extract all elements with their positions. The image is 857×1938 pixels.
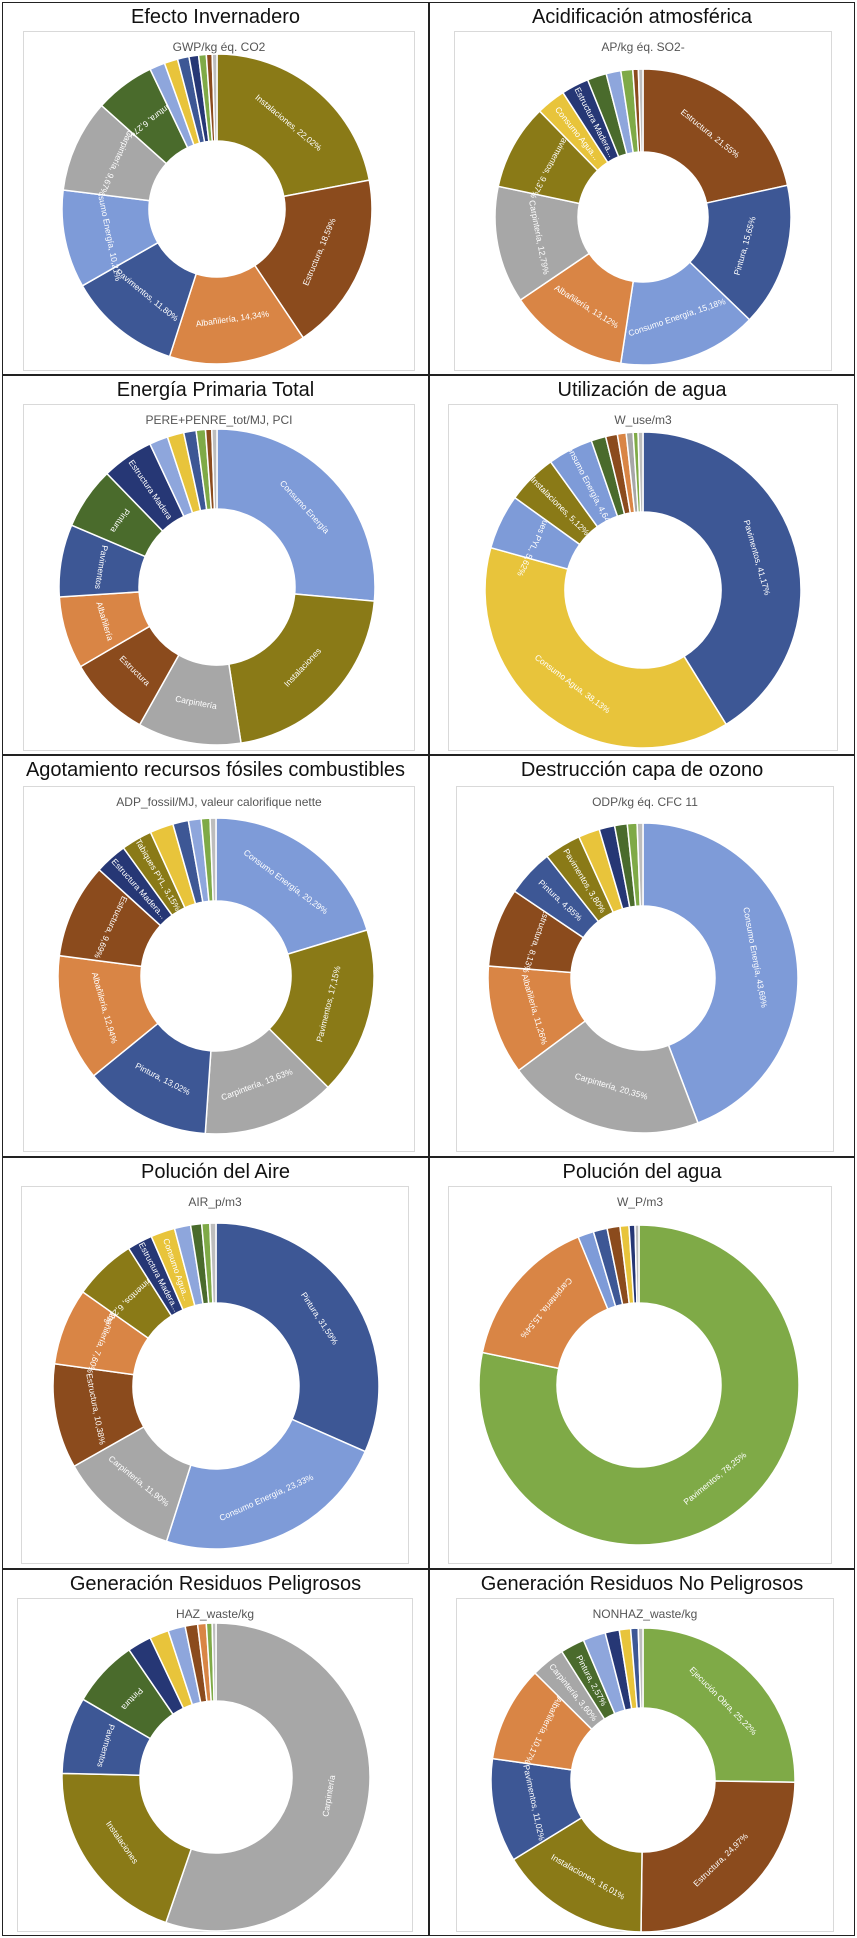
donut-slice-instalaciones (216, 53, 371, 198)
donut-slice-minor (211, 1622, 217, 1702)
donut-slice-estructura (253, 179, 373, 339)
donut-chart: Consumo EnergíaInstalacionesCarpinteríaE… (58, 428, 376, 746)
donut-slice-estructura (642, 68, 789, 204)
donut-slice-carpinteria (164, 1622, 371, 1932)
chart-title: Generación Residuos Peligrosos (69, 1573, 362, 1595)
donut-chart: Instalaciones, 22,02%Estructura, 18,59%A… (61, 53, 373, 365)
donut-slice-consumo-agua (484, 546, 728, 749)
donut-slice-instalaciones (228, 593, 376, 745)
chart-title: Polución del Aire (141, 1161, 290, 1183)
chart-title: Generación Residuos No Peligrosos (480, 1573, 804, 1595)
chart-subtitle: PERE+PENRE_tot/MJ, PCI (145, 413, 293, 427)
chart-cell-efecto-invernadero: Efecto Invernadero GWP/kg éq. CO2 Instal… (2, 2, 429, 375)
chart-title: Polución del agua (562, 1161, 722, 1183)
donut-chart: Pavimentos, 41,17%Consumo Agua, 38,13%Ta… (484, 431, 802, 749)
donut-slice-consumo-energia (216, 428, 376, 602)
chart-cell-residuos-peligrosos: Generación Residuos Peligrosos HAZ_waste… (2, 1569, 429, 1936)
donut-slice-albanileria (168, 264, 305, 365)
chart-subtitle: ODP/kg éq. CFC 11 (592, 795, 698, 809)
chart-title: Destrucción capa de ozono (520, 759, 764, 781)
donut-slice-pavimentos (478, 1224, 800, 1546)
chart-title: Utilización de agua (557, 379, 727, 401)
donut-chart: Ejecución Obra, 25,22%Estructura, 24,97%… (490, 1627, 796, 1933)
donut-slice-minor (636, 822, 644, 907)
donut-slice-minor (211, 53, 218, 142)
chart-subtitle: W_P/m3 (616, 1195, 663, 1209)
chart-cell-residuos-no-peligrosos: Generación Residuos No Peligrosos NONHAZ… (429, 1569, 855, 1936)
chart-cell-polucion-aire: Polución del Aire AIR_p/m3 Pintura, 31,5… (2, 1157, 429, 1569)
donut-chart: CarpinteríaInstalacionesPavimentosPintur… (61, 1622, 371, 1932)
chart-title: Efecto Invernadero (131, 6, 300, 28)
chart-subtitle: HAZ_waste/kg (175, 1607, 255, 1621)
donut-slice-minor (634, 1224, 640, 1304)
donut-chart: Consumo Energía, 43,69%Carpintería, 20,3… (487, 822, 799, 1134)
donut-slice-minor (209, 817, 217, 902)
donut-slice-estructura (640, 1780, 796, 1933)
donut-slice-minor (210, 428, 218, 510)
chart-subtitle: GWP/kg éq. CO2 (172, 40, 266, 54)
donut-slice-consumo-energia (165, 1418, 367, 1550)
donut-slice-pintura (215, 1222, 380, 1453)
donut-slice-minor (637, 1627, 644, 1709)
chart-title: Energía Primaria Total (116, 379, 315, 401)
donut-chart: Consumo Energía, 20,29%Pavimentos, 17,15… (57, 817, 375, 1135)
donut-slice-pavimentos (642, 431, 802, 726)
donut-slice-ejecucion-obra (642, 1627, 796, 1783)
chart-cell-agotamiento-fosiles: Agotamiento recursos fósiles combustible… (2, 755, 429, 1157)
donut-slice-minor (637, 68, 644, 153)
chart-subtitle: NONHAZ_waste/kg (592, 1607, 698, 1621)
chart-subtitle: AIR_p/m3 (188, 1195, 242, 1209)
donut-slice-carpinteria (517, 1019, 699, 1134)
chart-subtitle: W_use/m3 (614, 413, 672, 427)
donut-chart: Estructura, 21,55%Pintura, 15,65%Consumo… (494, 68, 792, 366)
donut-slice-consumo-energia (642, 822, 799, 1124)
chart-cell-acidificacion: Acidificación atmosférica AP/kg éq. SO2-… (429, 2, 855, 375)
chart-title: Agotamiento recursos fósiles combustible… (25, 759, 406, 781)
donut-slice-consumo-energia (215, 817, 369, 956)
donut-slice-minor (209, 1222, 217, 1304)
chart-cell-polucion-agua: Polución del agua W_P/m3 Pavimentos, 78,… (429, 1157, 855, 1569)
donut-slice-minor (637, 431, 644, 513)
chart-subtitle: ADP_fossil/MJ, valeur calorifique nette (116, 795, 322, 809)
chart-subtitle: AP/kg éq. SO2- (601, 40, 685, 54)
chart-cell-utilizacion-agua: Utilización de agua W_use/m3 Pavimentos,… (429, 375, 855, 755)
donut-slice-instalaciones (61, 1772, 193, 1924)
donut-chart: Pavimentos, 78,25%Carpintería, 15,54% (478, 1224, 800, 1546)
chart-cell-capa-ozono: Destrucción capa de ozono ODP/kg éq. CFC… (429, 755, 855, 1157)
donut-slice-pavimentos (268, 929, 375, 1089)
donut-chart: Pintura, 31,59%Consumo Energía, 23,33%Ca… (52, 1222, 380, 1550)
chart-cell-energia-primaria: Energía Primaria Total PERE+PENRE_tot/MJ… (2, 375, 429, 755)
chart-title: Acidificación atmosférica (531, 6, 753, 28)
